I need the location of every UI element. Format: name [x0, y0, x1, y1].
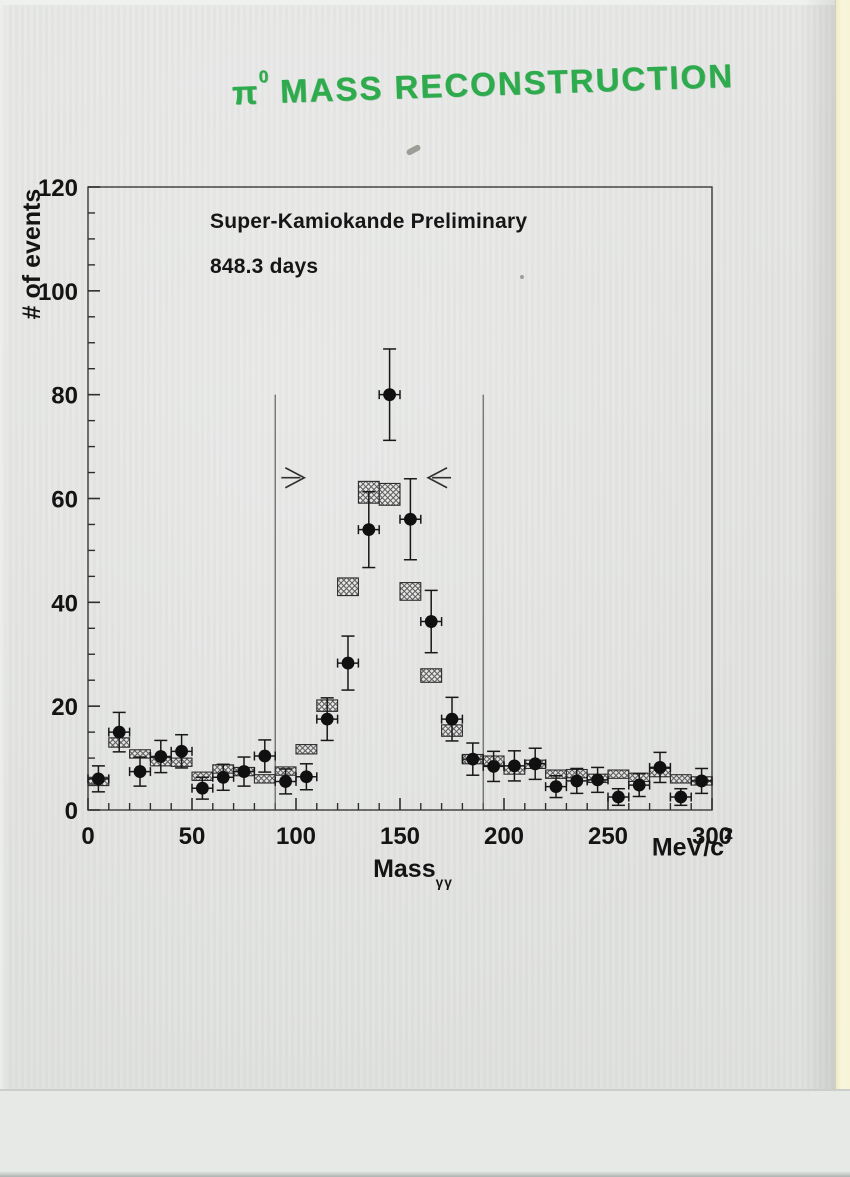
- x-tick-label: 0: [81, 823, 94, 850]
- data-point: [133, 765, 147, 778]
- mc-box: [503, 765, 526, 775]
- mc-box: [87, 776, 110, 787]
- x-axis-unit: MeV/c2: [651, 826, 733, 862]
- data-point: [216, 770, 230, 784]
- x-axis-unit-text: MeV/c: [651, 833, 725, 862]
- scan-edge-left: [0, 0, 8, 1177]
- y-tick-label: 0: [65, 798, 78, 825]
- window-arrow-head: [426, 467, 448, 489]
- mc-box: [316, 699, 339, 712]
- x-axis-title-text: Mass: [373, 855, 436, 883]
- scan-edge-top: [0, 0, 850, 5]
- mc-box: [441, 724, 463, 737]
- mc-box: [399, 582, 422, 601]
- data-point: [92, 772, 105, 786]
- y-tick-label: 60: [51, 487, 78, 514]
- data-point: [632, 778, 646, 792]
- pencil-mark: [405, 143, 422, 157]
- mc-box: [649, 767, 671, 778]
- mc-box: [690, 776, 713, 786]
- mc-box: [545, 769, 567, 779]
- data-point: [154, 750, 168, 763]
- mc-box: [129, 749, 151, 759]
- pi-symbol: π: [231, 73, 261, 112]
- data-point: [341, 656, 355, 670]
- mc-box: [628, 772, 651, 782]
- data-point: [112, 725, 126, 739]
- data-point: [591, 773, 604, 787]
- x-axis-title: Massγγ: [358, 855, 468, 890]
- data-point: [320, 712, 334, 726]
- scan-band-bottom: [0, 1089, 850, 1177]
- y-tick-label: 20: [51, 694, 78, 721]
- data-point: [404, 512, 417, 526]
- data-point: [175, 744, 189, 758]
- data-point: [528, 757, 542, 771]
- mc-box: [108, 737, 131, 748]
- data-point: [258, 749, 272, 763]
- mc-box: [461, 753, 484, 765]
- data-point: [695, 774, 708, 788]
- mc-box: [253, 774, 276, 784]
- y-tick-label: 40: [51, 590, 78, 617]
- chart-annotation-livetime: 848.3 days: [210, 255, 319, 278]
- y-tick-label: 80: [51, 383, 78, 410]
- data-point: [362, 523, 376, 537]
- x-tick-label: 250: [588, 823, 628, 850]
- data-point: [445, 712, 459, 726]
- data-point: [196, 781, 209, 795]
- mc-box: [669, 774, 692, 784]
- data-point: [487, 759, 500, 773]
- pi-superscript: 0: [258, 65, 269, 86]
- mc-box: [170, 757, 193, 767]
- mc-box: [357, 480, 380, 504]
- handwritten-title-text: MASS RECONSTRUCTION: [268, 56, 735, 111]
- mc-box: [274, 766, 297, 776]
- mc-box: [482, 755, 505, 766]
- window-arrow-head: [284, 467, 307, 489]
- mc-box: [212, 764, 235, 774]
- mc-box: [295, 744, 318, 755]
- mc-box: [607, 769, 630, 779]
- data-point: [612, 790, 625, 804]
- x-axis-title-subscript: γγ: [435, 874, 453, 890]
- x-tick-label: 200: [484, 823, 524, 850]
- scan-shadow-right: [802, 0, 836, 1177]
- mc-box: [233, 766, 255, 777]
- mc-box: [378, 482, 401, 506]
- x-axis-unit-exponent: 2: [724, 825, 733, 843]
- data-point: [300, 770, 313, 784]
- mc-box: [191, 771, 214, 781]
- mc-box: [524, 759, 547, 770]
- mc-box: [420, 668, 443, 683]
- data-point: [570, 774, 584, 788]
- x-tick-label: 50: [179, 823, 206, 850]
- data-point: [674, 790, 688, 804]
- mc-box: [149, 757, 172, 767]
- scan-edge-bottom: [0, 1171, 850, 1177]
- data-point: [466, 752, 480, 766]
- chart-annotation-experiment: Super-Kamiokande Preliminary: [210, 210, 528, 233]
- mc-box: [337, 577, 359, 597]
- data-point: [653, 761, 667, 774]
- x-tick-label: 100: [276, 823, 316, 850]
- mc-box: [565, 768, 588, 779]
- data-point: [237, 765, 251, 778]
- scanner-edge-strip: [835, 0, 850, 1177]
- mc-box: [586, 773, 609, 784]
- data-point: [383, 388, 396, 402]
- x-tick-label: 150: [380, 823, 420, 850]
- plot-frame: [87, 186, 713, 811]
- data-point: [508, 759, 521, 773]
- y-axis-title: # of events: [18, 188, 46, 320]
- handwritten-title: π0 MASS RECONSTRUCTION: [231, 57, 734, 113]
- data-point: [424, 615, 438, 628]
- data-point: [549, 780, 563, 794]
- paper-speck: [520, 275, 524, 279]
- data-point: [279, 775, 292, 788]
